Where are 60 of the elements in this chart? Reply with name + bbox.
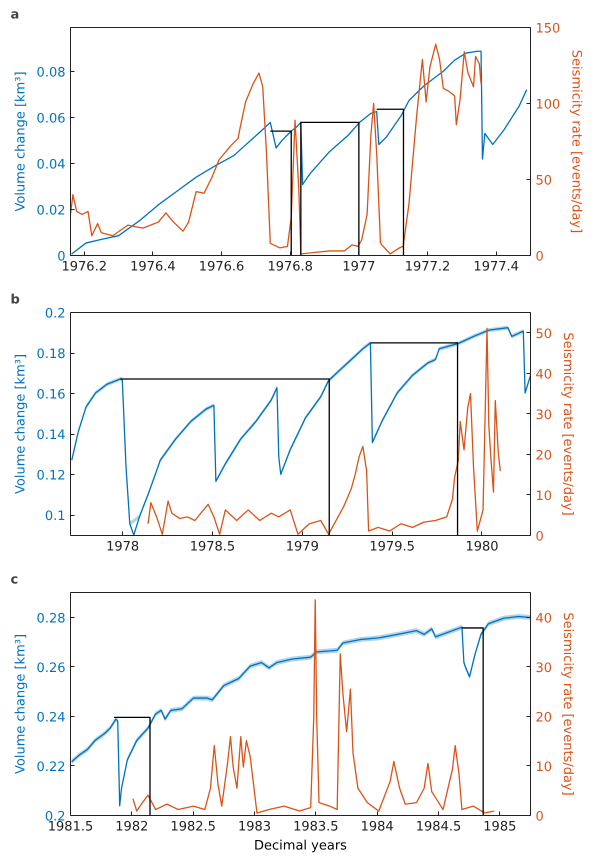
x-tick-label: 1977 <box>342 260 376 274</box>
chart-title: b <box>10 292 20 308</box>
line-series <box>132 599 495 814</box>
y2-axis-title: Seismicity rate [events/day] <box>568 50 584 234</box>
x-tick-label: 1979.5 <box>369 540 415 554</box>
y2-tick-label: 0 <box>536 810 544 824</box>
y2-tick-label: 20 <box>536 448 552 464</box>
x-tick-label: 1978.5 <box>190 540 236 554</box>
x-tick-label: 1976.4 <box>130 260 176 274</box>
chart-title: c <box>10 572 18 588</box>
y2-tick-label: 10 <box>536 488 552 504</box>
y-tick-label: 0.24 <box>36 710 66 726</box>
x-tick-label: 1976.8 <box>267 260 313 274</box>
y-axis-title: Volume change [km³] <box>14 71 29 212</box>
y-tick-label: 0.12 <box>36 468 66 484</box>
y2-tick-label: 150 <box>536 22 560 36</box>
y-tick-label: 0.02 <box>36 203 66 218</box>
x-tick-label: 1982 <box>115 820 148 834</box>
y2-tick-label: 100 <box>536 98 560 112</box>
y-tick-label: 0.28 <box>36 611 66 626</box>
y-axis-title: Volume change [km³] <box>14 634 29 774</box>
y-tick-label: 0.04 <box>36 157 66 172</box>
y2-tick-label: 30 <box>536 408 552 423</box>
y2-tick-label: 0 <box>536 530 544 544</box>
y-tick-label: 0.2 <box>44 306 66 322</box>
chart-title: a <box>10 8 20 22</box>
x-tick-label: 1982.5 <box>170 820 216 834</box>
y-tick-label: 0.18 <box>36 347 66 362</box>
y2-tick-label: 0 <box>536 250 544 264</box>
y2-tick-label: 50 <box>536 326 552 342</box>
y-tick-label: 0.1 <box>44 509 66 524</box>
x-tick-label: 1984.5 <box>416 820 462 834</box>
y-tick-label: 0.22 <box>36 760 66 775</box>
x-tick-label: 1980 <box>465 540 499 554</box>
y2-axis-title: Seismicity rate [events/day] <box>560 612 576 796</box>
x-tick-label: 1979 <box>286 540 319 554</box>
x-tick-label: 1985 <box>483 820 516 834</box>
x-tick-label: 1983 <box>238 820 272 834</box>
x-tick-label: 1976.6 <box>198 260 244 274</box>
x-tick-label: 1984 <box>360 820 394 834</box>
x-axis-title: Decimal years <box>254 838 348 854</box>
x-tick-label: 1977.2 <box>404 260 450 274</box>
line-series <box>147 328 501 535</box>
y-axis-title: Volume change [km³] <box>14 354 29 494</box>
y2-axis-title: Seismicity rate [events/day] <box>560 332 576 516</box>
x-tick-label: 1976.2 <box>61 260 107 274</box>
y2-tick-label: 10 <box>536 760 552 775</box>
y-tick-label: 0.14 <box>36 428 66 444</box>
y2-tick-label: 50 <box>536 174 552 188</box>
y2-tick-label: 40 <box>536 611 552 626</box>
x-tick-label: 1983.5 <box>293 820 339 834</box>
y2-tick-label: 30 <box>536 660 552 676</box>
y-tick-label: 0.26 <box>36 660 66 676</box>
x-tick-label: 1978 <box>106 540 140 554</box>
y-tick-label: 0.16 <box>36 388 66 403</box>
y2-tick-label: 20 <box>536 710 552 726</box>
y-tick-label: 0.06 <box>36 111 66 126</box>
y-tick-label: 0.08 <box>36 65 66 80</box>
x-tick-label: 1977.4 <box>473 260 519 274</box>
y2-tick-label: 40 <box>536 367 552 382</box>
